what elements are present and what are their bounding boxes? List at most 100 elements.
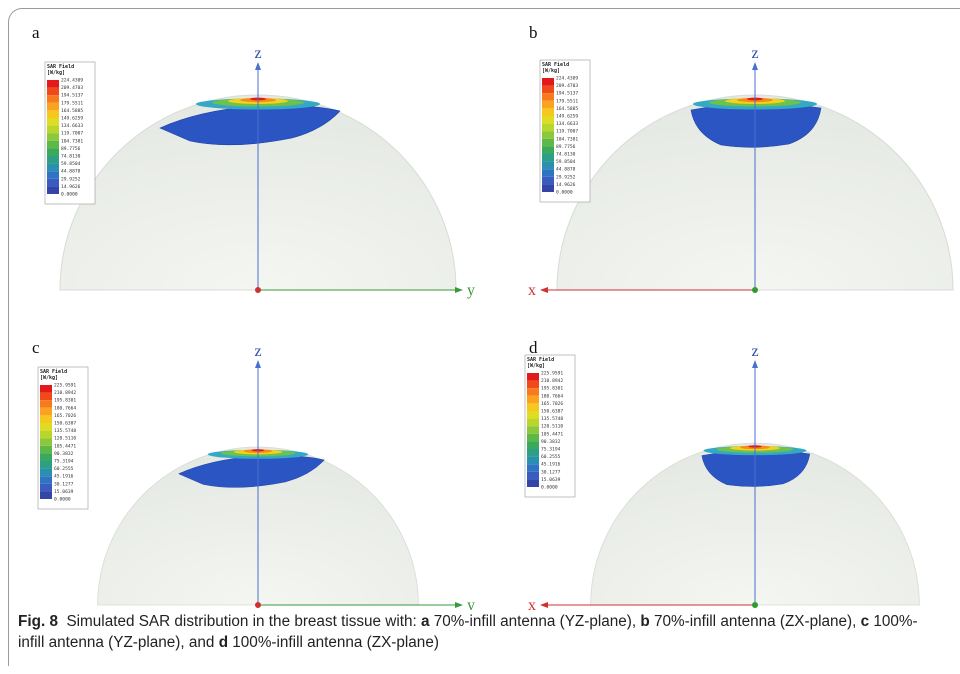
origin-dot [255,602,261,608]
legend-swatch [47,186,59,194]
legend-swatch [47,163,59,172]
legend-swatch [40,438,52,446]
legend-value: 15.0639 [541,477,561,483]
origin-dot [255,287,261,293]
legend-value: 105.4471 [541,431,563,437]
legend-value: 135.5748 [541,416,563,422]
legend-value: 164.5885 [556,106,578,112]
legend-swatch [47,125,59,134]
legend-swatch [542,116,554,124]
h-arrow [540,287,548,293]
legend-swatch [527,441,539,449]
legend-swatch [542,123,554,132]
legend-value: 90.3832 [541,439,561,445]
legend-swatch [40,400,52,408]
legend-swatch [47,156,59,164]
legend-value: 195.8301 [541,386,563,392]
caption-item: 100%-infill antenna (ZX-plane) [232,634,439,651]
legend-swatch [527,464,539,472]
legend-swatch [542,108,554,116]
legend-value: 180.7664 [54,405,76,411]
legend-swatch [47,118,59,126]
legend-swatch [527,418,539,427]
legend-value: 30.1277 [54,481,74,487]
legend-value: 45.1916 [541,462,561,468]
legend-value: 0.0000 [541,485,558,491]
legend-swatch [40,430,52,439]
legend-swatch [47,178,59,187]
legend-swatch [527,388,539,396]
legend-swatch [40,476,52,484]
legend-swatch [47,171,59,179]
caption-item: 100%-infill antenna (YZ-plane), and [18,613,918,651]
legend-value: 74.8130 [61,154,81,160]
legend-swatch [527,380,539,389]
z-axis-label: z [254,343,261,360]
legend-swatch [542,138,554,147]
panel-label: d [529,338,538,357]
legend-value: 90.3832 [54,451,74,457]
legend-value: 75.3194 [54,459,74,465]
legend-value: 134.6633 [61,123,83,129]
legend-value: 150.6387 [54,421,76,427]
figure-frame [8,8,960,666]
h-axis-label: x [528,597,536,610]
legend-swatch [47,148,59,156]
legend-value: 44.8878 [61,169,81,175]
legend-value: 75.3194 [541,447,561,453]
legend-unit: [W/kg] [542,68,560,74]
legend-value: 89.7756 [556,144,576,150]
h-arrow [540,602,548,608]
legend-value: 15.0639 [54,489,74,495]
color-legend: SAR Field[W/kg]225.9591210.8942195.83011… [524,354,576,498]
legend-value: 60.2555 [541,454,561,460]
legend-value: 134.6633 [556,121,578,127]
legend-swatch [527,433,539,442]
legend-value: 45.1916 [54,474,74,480]
legend-value: 210.8942 [54,390,76,396]
legend-swatch [542,161,554,170]
legend-swatch [47,133,59,141]
z-axis-label: z [751,45,758,62]
legend-swatch [40,491,52,499]
legend-value: 120.5110 [54,436,76,442]
h-axis-label: y [467,597,475,610]
legend-swatch [40,483,52,492]
legend-value: 179.5511 [61,100,83,106]
caption-item: 70%-infill antenna (ZX-plane), [654,613,857,630]
caption-intro: Simulated SAR distribution in the breast… [66,613,417,630]
legend-value: 59.8504 [556,159,576,165]
legend-value: 44.8878 [556,167,576,173]
legend-value: 0.0000 [61,192,78,198]
legend-title: SAR Field [40,369,67,375]
legend-value: 225.9591 [541,371,563,377]
legend-swatch [40,461,52,469]
h-axis-label: y [467,282,475,299]
legend-value: 209.4703 [61,85,83,91]
panel-label: c [32,338,40,357]
caption-key: b [640,613,650,630]
legend-swatch [527,479,539,487]
z-arrow [255,62,261,70]
legend-swatch [47,110,59,118]
figure-caption: Fig. 8 Simulated SAR distribution in the… [18,611,923,653]
legend-title: SAR Field [542,62,569,68]
z-axis-label: z [751,343,758,360]
legend-swatch [527,426,539,434]
legend-value: 119.7007 [61,131,83,137]
legend-value: 149.6259 [61,116,83,122]
origin-dot [752,602,758,608]
legend-value: 105.4471 [54,443,76,449]
legend-value: 14.9626 [556,182,576,188]
legend-swatch [40,445,52,454]
legend-value: 209.4703 [556,83,578,89]
legend-title: SAR Field [47,64,74,70]
legend-swatch [527,411,539,419]
legend-value: 225.9591 [54,383,76,389]
caption-item: 70%-infill antenna (YZ-plane), [433,613,637,630]
legend-value: 74.8130 [556,152,576,158]
